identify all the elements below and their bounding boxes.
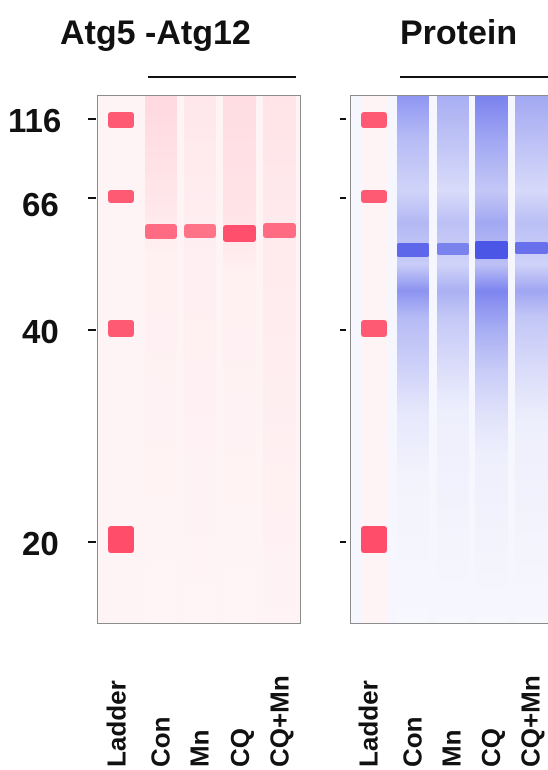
lane-ladder — [361, 96, 387, 623]
mw-tick-20-left — [88, 541, 96, 543]
sample-lanes-bracket-right — [400, 76, 548, 78]
atg5-atg12-band — [145, 224, 177, 239]
lane-label-mn-right: Mn — [437, 729, 467, 767]
ladder-band-20 — [361, 526, 387, 553]
ladder-band-116 — [108, 112, 134, 128]
lane-label-cq-right: CQ — [476, 728, 506, 767]
lane-label-cq-mn-left: CQ+Mn — [265, 675, 295, 767]
protein-major-band — [475, 241, 508, 259]
lane-label-cq-mn-right: CQ+Mn — [516, 675, 546, 767]
lane-cq — [223, 96, 256, 623]
lane-ladder — [108, 96, 134, 623]
mw-label-116: 116 — [8, 102, 62, 139]
mw-tick-116-right — [340, 118, 346, 120]
ladder-band-66 — [361, 190, 387, 203]
lane-label-cq-left: CQ — [225, 728, 255, 767]
lane-label-mn-left: Mn — [185, 729, 215, 767]
sample-lanes-bracket-left — [148, 76, 296, 78]
protein-major-band — [437, 243, 469, 255]
lane-label-ladder-right: Ladder — [354, 680, 384, 767]
gel-panel-atg5-atg12 — [97, 95, 301, 624]
lane-mn — [437, 96, 469, 623]
ladder-band-40 — [108, 320, 134, 337]
mw-label-66: 66 — [22, 186, 59, 223]
mw-label-40: 40 — [22, 313, 59, 350]
atg5-atg12-band — [263, 223, 296, 238]
atg5-atg12-band — [184, 224, 216, 238]
mw-tick-66-left — [88, 197, 96, 199]
ladder-band-66 — [108, 190, 134, 203]
lane-label-ladder-left: Ladder — [102, 680, 132, 767]
protein-major-band — [515, 242, 548, 254]
ladder-band-116 — [361, 112, 387, 128]
lane-label-con-left: Con — [146, 716, 176, 767]
panel-title-protein: Protein — [400, 14, 518, 52]
lane-cq-mn — [515, 96, 548, 623]
lane-con — [145, 96, 177, 623]
mw-label-20: 20 — [22, 525, 59, 562]
lane-cq — [475, 96, 508, 623]
mw-tick-40-right — [340, 329, 346, 331]
lane-mn — [184, 96, 216, 623]
gel-panel-protein — [350, 95, 548, 624]
mw-tick-40-left — [88, 329, 96, 331]
lane-con — [397, 96, 429, 623]
atg5-atg12-band — [223, 225, 256, 242]
lane-label-con-right: Con — [398, 716, 428, 767]
mw-tick-116-left — [88, 118, 96, 120]
ladder-band-20 — [108, 526, 134, 553]
ladder-band-40 — [361, 320, 387, 337]
protein-major-band — [397, 243, 429, 257]
lane-cq-mn — [263, 96, 296, 623]
mw-tick-20-right — [340, 541, 346, 543]
mw-tick-66-right — [340, 197, 346, 199]
panel-title-atg5-atg12: Atg5 -Atg12 — [60, 14, 251, 52]
